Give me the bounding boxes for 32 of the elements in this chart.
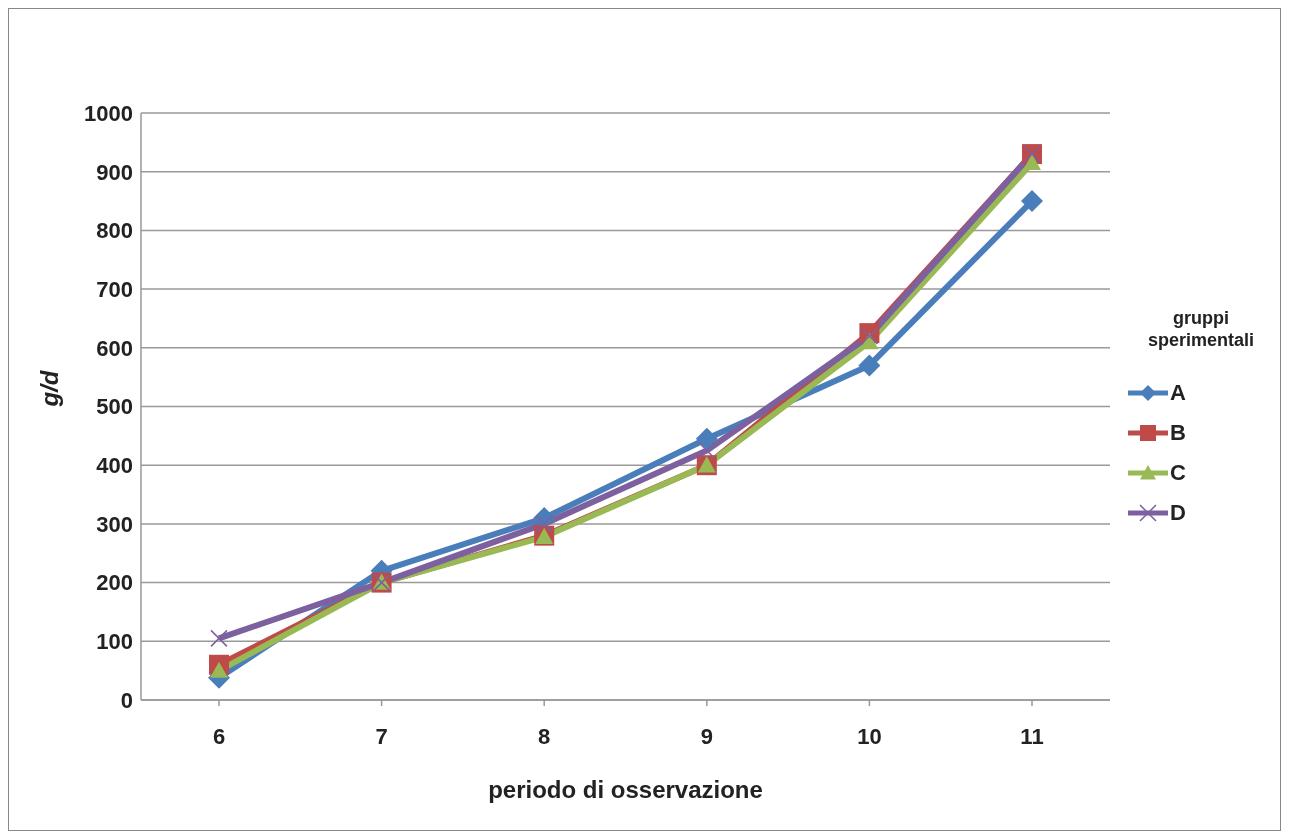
- legend-label: B: [1170, 419, 1186, 446]
- legend-title: gruppi sperimentali: [1146, 306, 1255, 351]
- point: [535, 515, 553, 533]
- legend-label: C: [1170, 459, 1186, 486]
- point: [1023, 153, 1041, 171]
- point: [858, 354, 881, 377]
- x-tick-label: 9: [700, 723, 713, 749]
- x-tick-label: 7: [375, 723, 388, 749]
- x-tick-label: 6: [212, 723, 226, 749]
- y-tick-label: 0: [120, 687, 133, 713]
- point: [695, 427, 718, 450]
- y-tick-label: 800: [96, 218, 133, 244]
- y-axis-title: g/d: [35, 369, 63, 408]
- y-tick-label: 1000: [84, 100, 133, 126]
- y-tick-label: 300: [96, 511, 133, 537]
- y-tick-label: 700: [96, 276, 133, 302]
- x-tick-label: 11: [1020, 723, 1044, 749]
- y-tick-label: 500: [96, 394, 133, 420]
- y-tick-label: 900: [96, 159, 133, 185]
- point: [698, 441, 716, 460]
- y-tick-label: 100: [96, 629, 133, 655]
- x-tick-label: 8: [538, 723, 551, 749]
- y-tick-label: 600: [96, 335, 133, 361]
- legend-label: D: [1170, 499, 1186, 526]
- y-tick-label: 400: [96, 453, 133, 479]
- x-axis-title: periodo di osservazione: [488, 776, 763, 803]
- point: [210, 661, 228, 678]
- legend-label: A: [1170, 379, 1186, 406]
- point: [210, 629, 228, 648]
- point: [1021, 190, 1043, 213]
- y-tick-label: 200: [96, 570, 133, 596]
- x-tick-label: 10: [857, 723, 882, 749]
